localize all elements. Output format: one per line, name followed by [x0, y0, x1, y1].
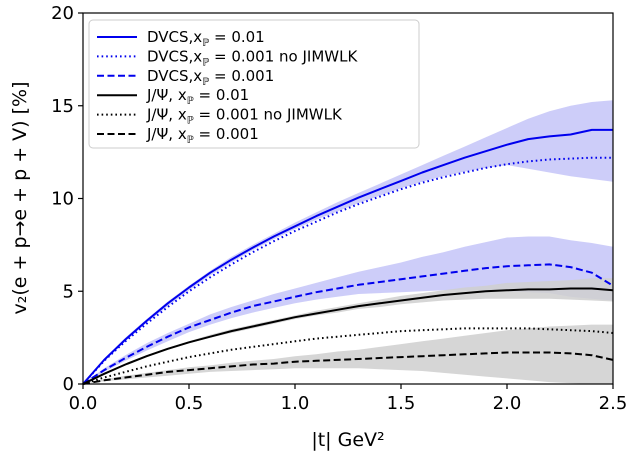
- y-tick-label: 10: [51, 189, 74, 210]
- y-axis-label: v₂(e + p→e + p + V) [%]: [9, 81, 31, 314]
- x-tick-label: 0.5: [175, 393, 204, 414]
- series-4-line: [82, 327, 614, 385]
- series-2-line: [82, 263, 614, 385]
- x-tick-label: 2.0: [493, 393, 522, 414]
- series-5-line: [82, 351, 614, 385]
- y-tick-label: 20: [51, 3, 74, 24]
- series-lines: [82, 128, 614, 385]
- series-0-line: [82, 128, 613, 385]
- legend-label-0: DVCS,xℙ = 0.01: [147, 28, 265, 49]
- legend-label-5: J/Ψ, xℙ = 0.001: [146, 125, 259, 146]
- x-axis-label: |t| GeV²: [311, 429, 384, 451]
- x-tick-label: 2.5: [599, 393, 628, 414]
- x-tick-label: 0.0: [69, 393, 98, 414]
- legend-label-4: J/Ψ, xℙ = 0.001 no JIMWLK: [146, 106, 343, 127]
- series-5-band: [83, 324, 613, 384]
- y-tick-label: 15: [51, 96, 74, 117]
- y-tick-label: 0: [63, 374, 74, 395]
- y-tick-label: 5: [63, 281, 74, 302]
- y-axis: 0 5 10 15 20: [51, 3, 83, 395]
- x-tick-label: 1.0: [281, 393, 310, 414]
- x-axis: 0.0 0.5 1.0 1.5 2.0 2.5: [69, 384, 628, 414]
- series-0-band: [83, 100, 613, 384]
- series-2-band: [83, 236, 613, 384]
- series-3-line: [82, 287, 614, 385]
- legend-label-2: DVCS,xℙ = 0.001: [147, 67, 274, 88]
- legend-box: [88, 19, 420, 149]
- legend-label-1: DVCS,xℙ = 0.001 no JIMWLK: [147, 47, 358, 68]
- legend-label-3: J/Ψ, xℙ = 0.01: [146, 86, 249, 107]
- x-tick-label: 1.5: [387, 393, 416, 414]
